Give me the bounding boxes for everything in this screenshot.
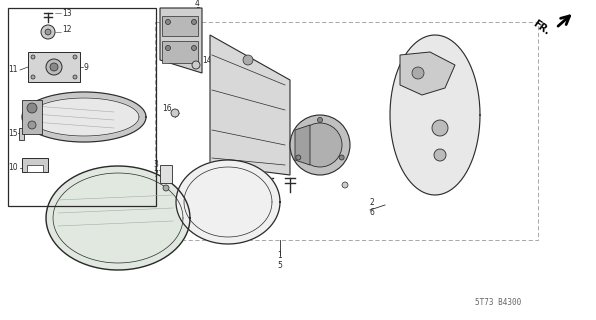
Circle shape — [31, 75, 35, 79]
Circle shape — [28, 121, 36, 129]
Text: 6: 6 — [370, 208, 375, 217]
Circle shape — [50, 63, 58, 71]
Text: 4: 4 — [195, 0, 200, 8]
Text: 3: 3 — [153, 160, 158, 169]
Text: 10: 10 — [8, 164, 18, 172]
Circle shape — [432, 120, 448, 136]
Text: 5T73 B4300: 5T73 B4300 — [475, 298, 522, 307]
Text: 12: 12 — [62, 26, 72, 35]
Circle shape — [296, 155, 301, 160]
Circle shape — [318, 117, 322, 123]
Bar — [19, 128, 24, 140]
Bar — [162, 41, 198, 63]
Polygon shape — [390, 35, 480, 195]
Circle shape — [31, 55, 35, 59]
Circle shape — [45, 29, 51, 35]
Circle shape — [191, 20, 197, 25]
Circle shape — [46, 59, 62, 75]
Polygon shape — [22, 92, 146, 142]
Text: —: — — [55, 29, 62, 35]
Bar — [155, 22, 538, 240]
Circle shape — [243, 55, 253, 65]
Circle shape — [342, 182, 348, 188]
Circle shape — [73, 75, 77, 79]
Text: 14: 14 — [202, 56, 212, 65]
Circle shape — [290, 115, 350, 175]
Bar — [160, 165, 172, 183]
Polygon shape — [210, 35, 290, 175]
Circle shape — [434, 149, 446, 161]
Text: 8: 8 — [195, 7, 200, 16]
Text: 7: 7 — [153, 170, 158, 179]
Polygon shape — [22, 100, 42, 134]
Circle shape — [163, 185, 169, 191]
Text: 1: 1 — [277, 251, 282, 260]
Circle shape — [191, 45, 197, 51]
Circle shape — [339, 155, 344, 160]
Polygon shape — [400, 52, 455, 95]
Polygon shape — [22, 158, 48, 172]
Text: 15: 15 — [8, 129, 18, 138]
Polygon shape — [46, 166, 190, 270]
Text: FR.: FR. — [531, 19, 551, 37]
Text: 5: 5 — [277, 261, 282, 270]
Text: 2: 2 — [370, 198, 375, 207]
Circle shape — [298, 123, 342, 167]
Text: 13: 13 — [62, 9, 72, 18]
Polygon shape — [27, 165, 43, 172]
Bar — [162, 16, 198, 36]
Circle shape — [166, 20, 170, 25]
Polygon shape — [29, 98, 139, 136]
Circle shape — [171, 109, 179, 117]
Circle shape — [27, 103, 37, 113]
Circle shape — [192, 61, 200, 69]
Circle shape — [166, 45, 170, 51]
Circle shape — [73, 55, 77, 59]
Bar — [8, 8, 156, 206]
Polygon shape — [28, 52, 80, 82]
Text: 16: 16 — [162, 104, 172, 113]
Text: 11: 11 — [8, 66, 17, 75]
Polygon shape — [295, 125, 310, 165]
Polygon shape — [160, 8, 202, 73]
Circle shape — [41, 25, 55, 39]
Text: 9: 9 — [83, 63, 88, 73]
Text: —: — — [55, 10, 62, 16]
Polygon shape — [176, 160, 280, 244]
Circle shape — [412, 67, 424, 79]
